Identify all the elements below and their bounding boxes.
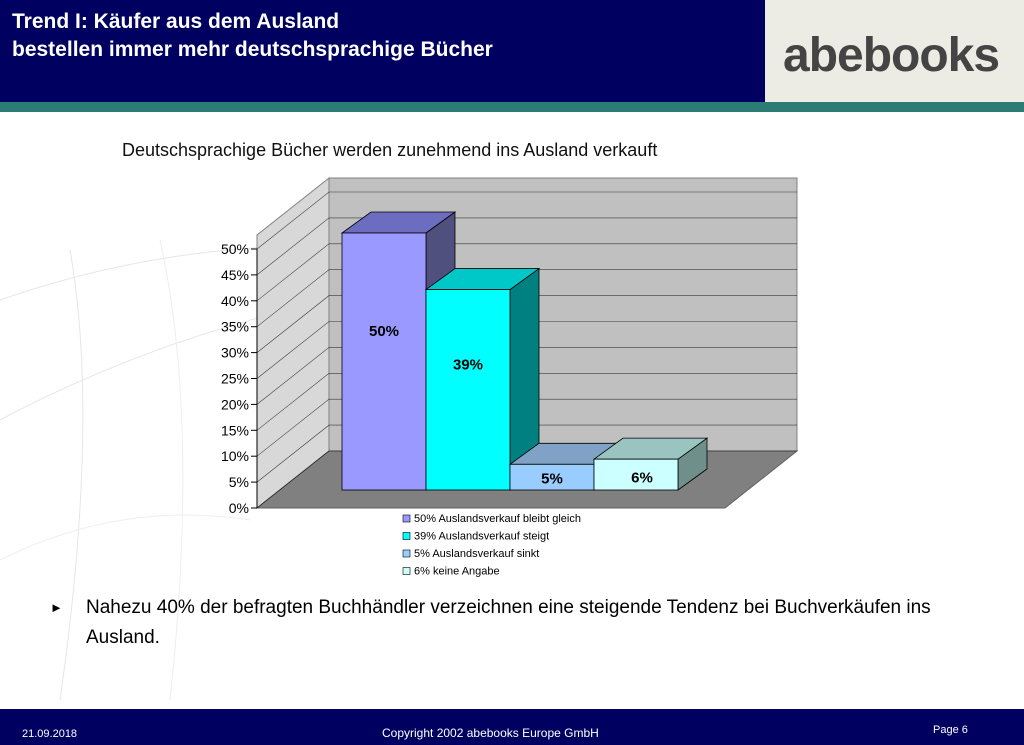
- logo-area: abebooks: [765, 0, 1024, 102]
- y-tick-label: 30%: [221, 345, 249, 361]
- gridline: [256, 269, 797, 327]
- gridline: [256, 347, 797, 405]
- y-tick-label: 25%: [221, 371, 249, 387]
- data-label: 39%: [453, 357, 483, 374]
- footer-copyright: Copyright 2002 abebooks Europe GmbH: [382, 726, 599, 740]
- page-title: Trend I: Käufer aus dem Ausland bestelle…: [12, 8, 493, 64]
- data-label: 5%: [541, 471, 563, 488]
- legend-swatch: [402, 567, 411, 575]
- gridline: [256, 217, 797, 276]
- legend-entry: 5% Auslandsverkauf sinkt: [414, 548, 539, 560]
- legend-swatch: [402, 549, 411, 558]
- page-title-line2: bestellen immer mehr deutschsprachige Bü…: [12, 38, 493, 61]
- header-banner: Trend I: Käufer aus dem Ausland bestelle…: [0, 0, 765, 102]
- legend-swatch: [402, 514, 411, 523]
- y-tick-label: 10%: [221, 448, 249, 464]
- header-divider: [0, 102, 1024, 112]
- data-label: 6%: [631, 469, 653, 486]
- y-tick-label: 20%: [221, 396, 249, 412]
- y-tick-label: 50%: [221, 241, 249, 257]
- gridline: [256, 243, 797, 302]
- bullet-text: Nahezu 40% der befragten Buchhändler ver…: [86, 597, 931, 648]
- bar: [593, 458, 679, 491]
- chart-title: Deutschsprachige Bücher werden zunehmend…: [122, 140, 658, 160]
- page-title-line1: Trend I: Käufer aus dem Ausland: [12, 10, 340, 33]
- data-label: 50%: [369, 323, 399, 340]
- footer-bar: 21.09.2018 Copyright 2002 abebooks Europ…: [0, 709, 1024, 745]
- legend-entry: 39% Auslandsverkauf steigt: [414, 531, 549, 543]
- abebooks-logo: abebooks: [783, 29, 1000, 82]
- legend-entry: 6% keine Angabe: [414, 566, 500, 578]
- gridline: [256, 398, 797, 457]
- bar: [509, 463, 595, 491]
- gridline: [256, 321, 797, 379]
- bar: [341, 232, 427, 491]
- y-tick-label: 5%: [229, 474, 249, 490]
- legend-entry: 50% Auslandsverkauf bleibt gleich: [414, 513, 581, 525]
- legend-swatch: [402, 532, 411, 540]
- gridline: [256, 372, 797, 431]
- y-tick-label: 40%: [221, 293, 249, 309]
- y-tick-label: 0%: [229, 500, 249, 516]
- gridline: [256, 424, 797, 483]
- y-tick-label: 45%: [221, 267, 249, 283]
- chart-side-wall: [256, 176, 330, 510]
- triangle-right-icon: ►: [50, 600, 63, 615]
- y-tick-label: 15%: [221, 422, 249, 438]
- bar: [425, 289, 511, 491]
- y-tick-label: 35%: [221, 319, 249, 335]
- gridline: [256, 191, 797, 250]
- footer-page-number: Page 6: [933, 724, 968, 736]
- gridline: [256, 295, 797, 353]
- footer-date: 21.09.2018: [22, 728, 78, 740]
- bar-chart: 0% 5% 10% 15% 20% 25% 30% 35% 40% 45% 50% 50% 39% 5% 6…: [221, 176, 799, 578]
